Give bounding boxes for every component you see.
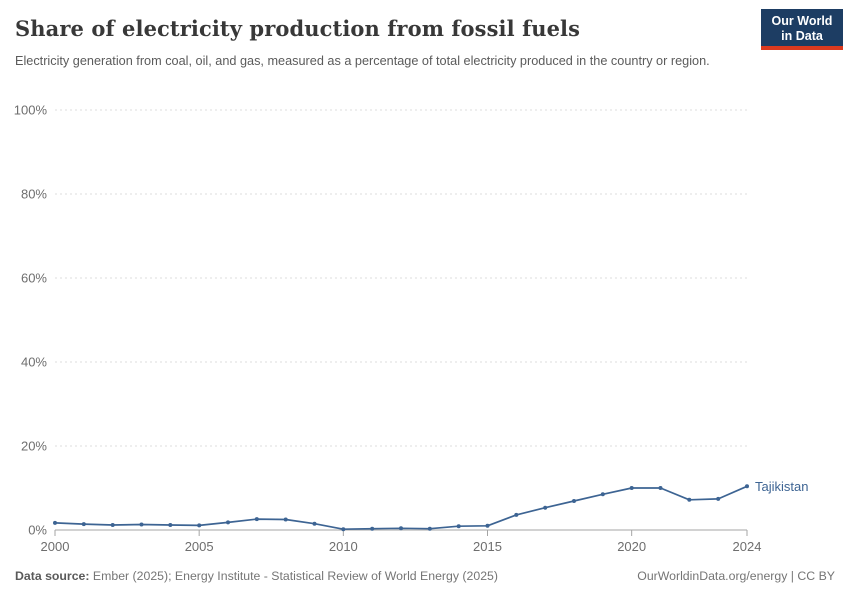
x-axis-tick-label: 2015: [473, 539, 502, 554]
data-point[interactable]: [543, 505, 548, 510]
data-point[interactable]: [254, 517, 259, 522]
owid-credit-link[interactable]: OurWorldinData.org/energy | CC BY: [637, 569, 835, 583]
data-point[interactable]: [514, 512, 519, 517]
data-point[interactable]: [370, 526, 375, 531]
x-axis-tick-label: 2000: [41, 539, 70, 554]
owid-logo-line2: in Data: [781, 29, 823, 43]
y-axis-tick-label: 20%: [21, 439, 47, 454]
data-point[interactable]: [81, 522, 86, 527]
y-axis-tick-label: 100%: [14, 103, 48, 118]
owid-logo[interactable]: Our World in Data: [761, 9, 843, 50]
data-point[interactable]: [629, 486, 634, 490]
series-line-tajikistan[interactable]: [54, 485, 748, 531]
data-point[interactable]: [572, 499, 576, 503]
data-point[interactable]: [745, 484, 749, 489]
data-point[interactable]: [658, 486, 663, 490]
data-point[interactable]: [341, 527, 346, 532]
data-point[interactable]: [399, 526, 403, 531]
chart-subtitle: Electricity generation from coal, oil, a…: [15, 54, 710, 68]
data-point[interactable]: [427, 526, 432, 531]
series-label-tajikistan[interactable]: Tajikistan: [755, 479, 808, 494]
x-axis-tick-label: 2024: [733, 539, 762, 554]
y-axis-tick-label: 40%: [21, 355, 47, 370]
y-axis-tick-label: 80%: [21, 187, 47, 202]
data-point[interactable]: [53, 520, 57, 525]
y-axis-tick-label: 60%: [21, 271, 47, 286]
data-point[interactable]: [687, 497, 692, 502]
data-point[interactable]: [312, 521, 317, 526]
y-axis-tick-label: 0%: [28, 523, 47, 538]
chart-title: Share of electricity production from fos…: [15, 16, 581, 41]
data-point[interactable]: [139, 522, 144, 527]
x-axis-tick-label: 2020: [617, 539, 646, 554]
x-axis-tick-label: 2010: [329, 539, 358, 554]
x-axis-tick-label: 2005: [185, 539, 214, 554]
data-point[interactable]: [485, 523, 490, 528]
data-point[interactable]: [600, 492, 605, 497]
data-point[interactable]: [283, 517, 288, 522]
data-point[interactable]: [197, 523, 202, 528]
data-source-text: Ember (2025); Energy Institute - Statist…: [89, 569, 498, 583]
data-point[interactable]: [168, 523, 173, 527]
data-point[interactable]: [110, 523, 115, 527]
data-point[interactable]: [716, 496, 721, 501]
data-source-note: Data source: Ember (2025); Energy Instit…: [15, 569, 498, 583]
data-source-label: Data source:: [15, 569, 90, 583]
owid-logo-line1: Our World: [771, 14, 833, 28]
data-point[interactable]: [456, 524, 461, 529]
data-point[interactable]: [226, 520, 230, 525]
